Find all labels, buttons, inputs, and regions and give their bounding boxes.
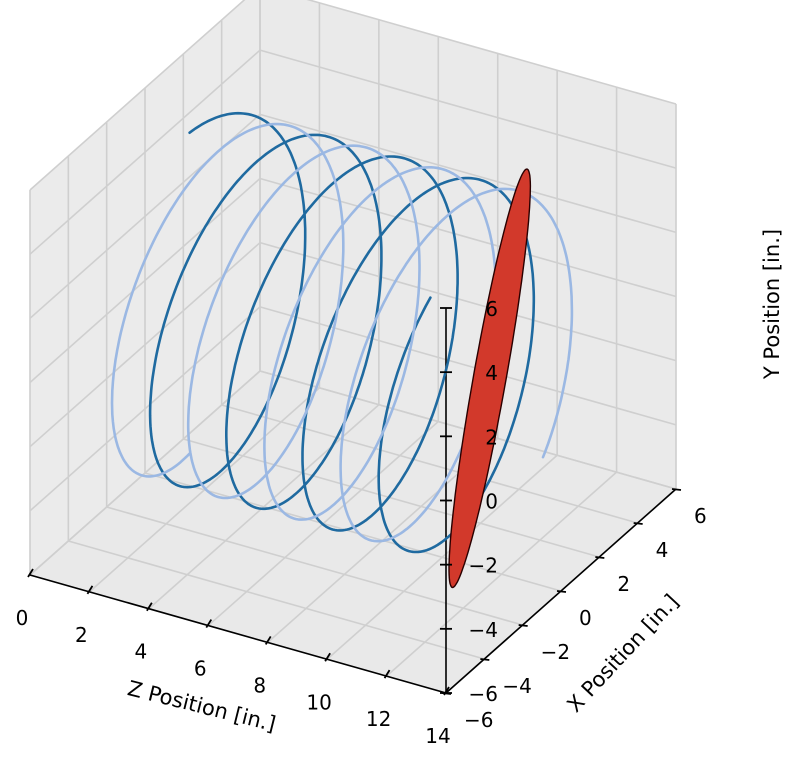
z-tick-mark	[27, 568, 34, 578]
helix-series-0	[148, 111, 536, 554]
z-tick-mark	[324, 652, 331, 662]
x-tick-mark	[556, 590, 567, 593]
z-tick-label: 6	[194, 657, 207, 681]
grid-line-left-y	[29, 242, 261, 448]
z-tick-label: 4	[134, 640, 147, 664]
z-axis-line	[29, 574, 447, 694]
y-tick-label: 4	[485, 361, 498, 385]
z-tick-label: 10	[306, 690, 331, 714]
x-tick-label: −4	[502, 674, 531, 698]
grid-line-back-y	[306, 0, 677, 105]
grid-line-floor-x	[144, 472, 562, 592]
z-tick-mark	[146, 602, 153, 612]
x-tick-label: 0	[579, 606, 592, 630]
x-tick-label: −6	[464, 708, 493, 732]
x-tick-mark	[518, 624, 528, 627]
z-tick-mark	[264, 635, 272, 645]
z-tick-label: 0	[16, 606, 29, 630]
disk-series-2	[448, 168, 532, 589]
grid-line-back-y	[259, 49, 677, 169]
grid-line-left-y	[29, 0, 246, 191]
grid-line-back-y	[259, 113, 677, 234]
y-axis-title: Y Position [in.]	[760, 229, 784, 380]
grid-line-floor-x	[68, 540, 485, 660]
x-tick-mark	[480, 658, 490, 661]
y-tick-label: −4	[469, 618, 498, 642]
y-tick-label: −2	[469, 554, 498, 578]
grid-line-floor-x	[106, 506, 523, 626]
grid-line-back-y	[259, 177, 677, 298]
x-tick-label: 6	[694, 504, 707, 528]
grid-line-left-y	[29, 370, 261, 576]
grid-line-left-y	[29, 49, 261, 255]
x-tick-label: 2	[617, 572, 630, 596]
z-tick-mark	[383, 669, 391, 679]
z-tick-mark	[86, 585, 94, 595]
chart-series	[110, 111, 574, 589]
grid-line-left-y	[29, 306, 261, 512]
x-tick-mark	[633, 522, 643, 525]
y-tick-label: −6	[469, 682, 498, 706]
x-tick-label: −2	[541, 640, 570, 664]
grid-line-floor-x	[221, 404, 638, 524]
grid-line-floor-x	[183, 438, 600, 558]
y-tick-label: 6	[485, 297, 498, 321]
helix-series-1	[110, 122, 574, 543]
y-tick-label: 0	[485, 490, 498, 514]
x-tick-label: 4	[656, 538, 669, 562]
z-tick-mark	[205, 619, 213, 629]
z-tick-label: 14	[425, 724, 450, 748]
z-tick-label: 2	[75, 623, 88, 647]
x-tick-mark	[595, 556, 605, 559]
grid-line-left-y	[29, 177, 261, 384]
y-tick-label: 2	[485, 425, 498, 449]
z-tick-label: 8	[253, 673, 266, 697]
chart-panes	[30, 0, 676, 693]
grid-line-back-y	[259, 241, 677, 362]
x-tick-mark	[671, 488, 682, 491]
z-tick-label: 12	[366, 707, 391, 731]
